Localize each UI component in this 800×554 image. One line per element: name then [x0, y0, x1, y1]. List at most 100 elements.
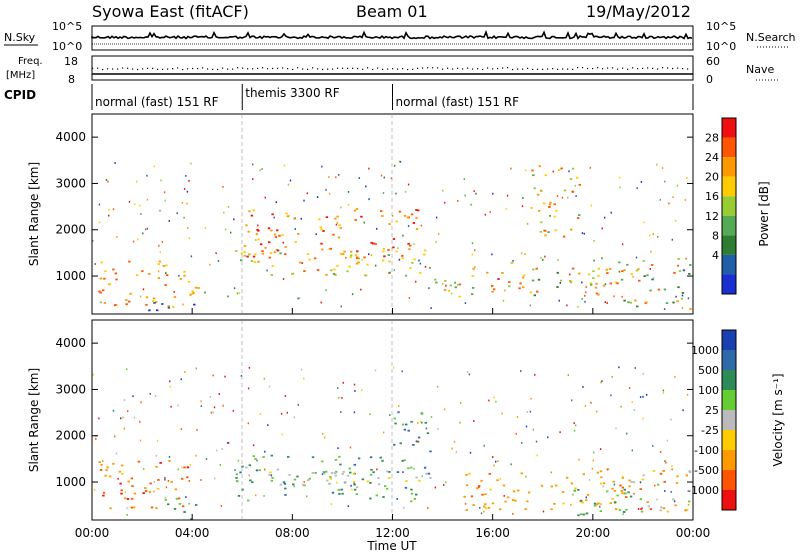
- data-cell: [571, 399, 573, 402]
- data-cell: [561, 491, 565, 493]
- data-cell: [370, 254, 373, 257]
- data-cell: [591, 467, 594, 470]
- data-cell: [510, 463, 512, 466]
- data-cell: [450, 292, 453, 295]
- data-cell: [222, 186, 224, 188]
- data-cell: [578, 458, 580, 461]
- colorbar-frame: [721, 329, 737, 511]
- nave-point: [337, 67, 339, 69]
- data-cell: [261, 168, 263, 170]
- data-cell: [531, 279, 535, 282]
- data-cell: [334, 472, 337, 474]
- data-cell: [671, 468, 673, 471]
- data-cell: [279, 483, 282, 486]
- data-cell: [508, 281, 511, 283]
- freq-tick-low: 8: [68, 73, 75, 86]
- data-cell: [610, 394, 612, 397]
- data-cell: [445, 284, 447, 287]
- nave-point: [657, 68, 659, 70]
- data-cell: [116, 236, 118, 238]
- data-cell: [108, 208, 110, 211]
- date-title: 19/May/2012: [586, 2, 691, 21]
- data-cell: [585, 291, 587, 294]
- data-cell: [426, 432, 430, 435]
- data-cell: [256, 228, 259, 231]
- data-cell: [374, 369, 377, 372]
- nave-point: [222, 67, 224, 69]
- data-cell: [592, 270, 595, 273]
- data-cell: [179, 278, 182, 280]
- data-cell: [114, 162, 116, 164]
- data-cell: [491, 290, 494, 293]
- data-cell: [338, 493, 341, 495]
- data-cell: [574, 490, 576, 492]
- data-cell: [507, 496, 510, 499]
- data-cell: [614, 501, 617, 504]
- data-cell: [382, 250, 385, 253]
- data-cell: [637, 268, 640, 271]
- data-cell: [585, 496, 587, 499]
- colorbar-label: 1000: [691, 344, 719, 357]
- data-cell: [338, 396, 340, 399]
- data-cell: [672, 498, 675, 501]
- data-cell: [271, 213, 274, 216]
- data-cell: [248, 210, 251, 213]
- data-cell: [329, 476, 332, 478]
- data-cell: [536, 193, 540, 196]
- data-cell: [328, 176, 330, 178]
- data-cell: [675, 295, 677, 298]
- colorbar-swatch: [722, 490, 736, 510]
- data-cell: [410, 466, 413, 469]
- data-cell: [688, 273, 691, 275]
- data-cell: [671, 238, 673, 241]
- data-cell: [670, 418, 672, 421]
- search-tick-low: 10^0: [706, 40, 736, 53]
- data-cell: [532, 174, 535, 177]
- data-cell: [610, 211, 612, 214]
- data-cell: [420, 413, 424, 415]
- data-cell: [271, 477, 274, 479]
- data-cell: [357, 457, 361, 460]
- data-cell: [205, 458, 208, 460]
- data-cell: [585, 286, 587, 288]
- data-cell: [505, 207, 507, 210]
- data-cell: [410, 213, 414, 216]
- data-cell: [353, 411, 356, 414]
- data-cell: [123, 427, 125, 430]
- data-cell: [136, 180, 138, 183]
- data-cell: [584, 300, 586, 303]
- data-cell: [153, 481, 155, 483]
- data-cell: [631, 401, 633, 403]
- data-cell: [103, 302, 107, 304]
- data-cell: [663, 308, 666, 310]
- nave-point: [497, 67, 499, 70]
- data-cell: [183, 216, 185, 219]
- data-cell: [370, 468, 373, 471]
- data-cell: [568, 170, 570, 173]
- nave-point: [612, 67, 614, 69]
- data-cell: [352, 472, 355, 475]
- data-cell: [360, 288, 362, 291]
- data-cell: [522, 286, 525, 289]
- data-cell: [470, 495, 474, 498]
- data-cell: [560, 167, 563, 170]
- data-cell: [676, 475, 679, 478]
- colorbar-label: 25: [705, 404, 719, 417]
- data-cell: [241, 488, 244, 491]
- data-cell: [357, 257, 361, 260]
- data-cell: [538, 209, 541, 212]
- nave-point: [357, 67, 359, 70]
- colorbar-label: 100: [698, 384, 719, 397]
- data-cell: [152, 297, 156, 300]
- x-ticks: 00:00 04:00 08:00 12:00 16:00 20:00 00:00: [75, 308, 710, 540]
- data-cell: [256, 459, 258, 462]
- data-cell: [275, 201, 277, 204]
- data-cell: [350, 484, 352, 487]
- data-cell: [107, 180, 109, 183]
- data-cell: [403, 428, 407, 431]
- data-cell: [269, 252, 273, 254]
- data-cell: [183, 274, 186, 277]
- data-cell: [128, 300, 131, 303]
- data-cell: [182, 505, 185, 508]
- data-cell: [238, 292, 241, 294]
